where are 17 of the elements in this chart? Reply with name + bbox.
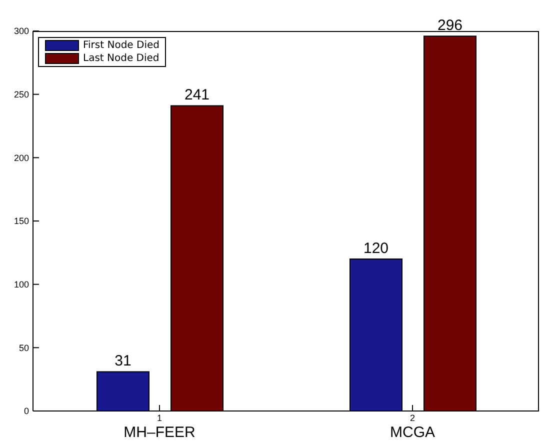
legend-label: Last Node Died (82, 52, 160, 65)
y-tick-label: 100 (14, 280, 29, 290)
y-tick-label: 250 (14, 90, 29, 100)
data-label: 241 (184, 86, 210, 104)
y-tick-label: 50 (18, 342, 29, 353)
x-tick-label: 1 (156, 413, 162, 423)
text: MH–FEER (124, 424, 196, 441)
data-label: 31 (114, 352, 132, 370)
legend-label: First Node Died (82, 39, 160, 52)
data-label: 296 (437, 17, 463, 34)
y-tick-label: 0 (24, 406, 29, 416)
text: MCGA (390, 424, 435, 441)
x-tick-label: 2 (410, 413, 416, 423)
y-tick-label: 200 (14, 152, 29, 163)
data-label: 120 (363, 240, 389, 257)
y-tick-label: 150 (14, 216, 29, 226)
y-tick-label: 300 (14, 26, 29, 36)
